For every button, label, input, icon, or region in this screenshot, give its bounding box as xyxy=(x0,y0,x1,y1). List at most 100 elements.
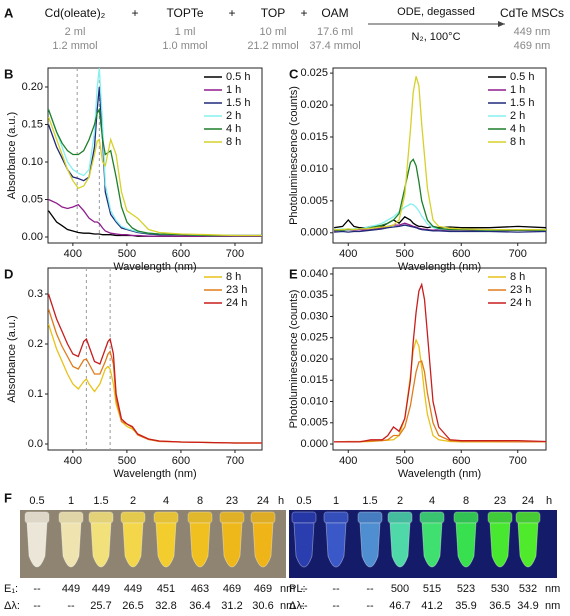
legend-label: 8 h xyxy=(226,136,241,148)
legend-label: 23 h xyxy=(226,284,247,296)
reagent-amount: 1.2 mmol xyxy=(52,40,97,52)
time-label: 24 xyxy=(522,495,534,507)
legend-label: 1.5 h xyxy=(510,97,534,109)
tube xyxy=(189,522,211,568)
series-line xyxy=(48,293,262,444)
row-cell: 30.6 xyxy=(252,600,273,612)
y-tick-label: 0.00 xyxy=(22,231,43,243)
legend-label: 0.5 h xyxy=(510,71,534,83)
tube-cap xyxy=(419,511,445,524)
y-tick-label: 0.005 xyxy=(300,417,328,429)
time-label: 0.5 xyxy=(296,495,311,507)
row-cell: 449 xyxy=(124,583,142,595)
row-label: E₁: xyxy=(4,583,18,595)
y-tick-label: 0.2 xyxy=(28,338,43,350)
y-tick-label: 0.0 xyxy=(28,438,43,450)
x-tick-label: 700 xyxy=(226,248,244,260)
series-line xyxy=(48,107,262,237)
product-peak: 469 nm xyxy=(514,40,551,52)
row-cell: 469 xyxy=(254,583,272,595)
series-line xyxy=(334,337,546,443)
tube xyxy=(489,522,511,568)
reagent-name: TOP xyxy=(261,6,285,20)
panel-letter: F xyxy=(4,490,12,505)
y-tick-label: 0.015 xyxy=(300,374,328,386)
y-axis-label: Absorbance (a.u.) xyxy=(6,315,18,402)
time-label: 2 xyxy=(130,495,136,507)
row-cell: 500 xyxy=(391,583,409,595)
time-label: 1.5 xyxy=(362,495,377,507)
reagent-amount: 1.0 mmol xyxy=(162,40,207,52)
reagent-name: OAM xyxy=(321,6,348,20)
row-cell: -- xyxy=(332,600,340,612)
row-cell: 46.7 xyxy=(389,600,410,612)
y-tick-label: 0.1 xyxy=(28,388,43,400)
y-tick-label: 0.000 xyxy=(300,438,328,450)
tube xyxy=(26,522,48,568)
y-axis-label: Photoluminescence (counts) xyxy=(288,86,300,225)
reagent-volume: 17.6 ml xyxy=(317,26,353,38)
tube-cap xyxy=(453,511,479,524)
y-tick-label: 0.000 xyxy=(300,227,328,239)
row-label: Δλ: xyxy=(289,600,305,612)
time-label: 4 xyxy=(163,495,169,507)
reagent-volume: 1 ml xyxy=(175,26,196,38)
tube-cap xyxy=(120,511,146,524)
x-tick-label: 400 xyxy=(339,455,357,467)
row-label: Δλ: xyxy=(4,600,20,612)
legend-label: 8 h xyxy=(510,271,525,283)
tube-cap xyxy=(219,511,245,524)
series-line xyxy=(334,215,546,229)
series-line xyxy=(334,158,546,231)
reagent-name: TOPTe xyxy=(166,6,203,20)
y-tick-label: 0.040 xyxy=(300,268,328,280)
y-axis-label: Photoluminescence (counts) xyxy=(288,290,300,429)
panel-letter: E xyxy=(289,266,298,281)
series-line xyxy=(48,210,262,237)
x-axis-label: Wavelength (nm) xyxy=(398,261,481,273)
legend-label: 2 h xyxy=(510,110,525,122)
y-tick-label: 0.3 xyxy=(28,288,43,300)
legend-label: 24 h xyxy=(510,297,531,309)
legend-label: 0.5 h xyxy=(226,71,250,83)
y-tick-label: 0.15 xyxy=(22,118,43,130)
reagent-name: Cd(oleate)₂ xyxy=(45,6,106,20)
row-cell: 35.9 xyxy=(455,600,476,612)
row-unit: nm xyxy=(545,600,560,612)
plus-sign: + xyxy=(131,6,138,20)
time-label: 0.5 xyxy=(29,495,44,507)
tube-cap xyxy=(153,511,179,524)
product-peak: 449 nm xyxy=(514,26,551,38)
legend-label: 8 h xyxy=(226,271,241,283)
tube-cap xyxy=(323,511,349,524)
x-tick-label: 600 xyxy=(452,455,470,467)
reagent-amount: 21.2 mmol xyxy=(247,40,298,52)
y-tick-label: 0.010 xyxy=(300,163,328,175)
row-cell: 41.2 xyxy=(421,600,442,612)
legend-label: 4 h xyxy=(510,123,525,135)
legend-label: 4 h xyxy=(226,123,241,135)
time-label: 1 xyxy=(68,495,74,507)
tube xyxy=(359,522,381,568)
legend-label: 1 h xyxy=(510,84,525,96)
tube-cap xyxy=(187,511,213,524)
legend-label: 8 h xyxy=(510,136,525,148)
tube xyxy=(389,522,411,568)
legend-label: 24 h xyxy=(226,297,247,309)
y-tick-label: 0.030 xyxy=(300,310,328,322)
time-unit: h xyxy=(546,495,552,507)
tube-cap xyxy=(88,511,114,524)
time-label: 1.5 xyxy=(93,495,108,507)
y-axis-label: Absorbance (a.u.) xyxy=(6,112,18,199)
series-line xyxy=(48,308,262,444)
row-cell: -- xyxy=(33,600,41,612)
time-label: 24 xyxy=(257,495,269,507)
row-cell: -- xyxy=(366,600,374,612)
row-unit: nm xyxy=(280,600,295,612)
tube-cap xyxy=(387,511,413,524)
x-axis-label: Wavelength (nm) xyxy=(113,468,196,480)
y-tick-label: 0.10 xyxy=(22,156,43,168)
tube xyxy=(90,522,112,568)
row-cell: -- xyxy=(33,583,41,595)
